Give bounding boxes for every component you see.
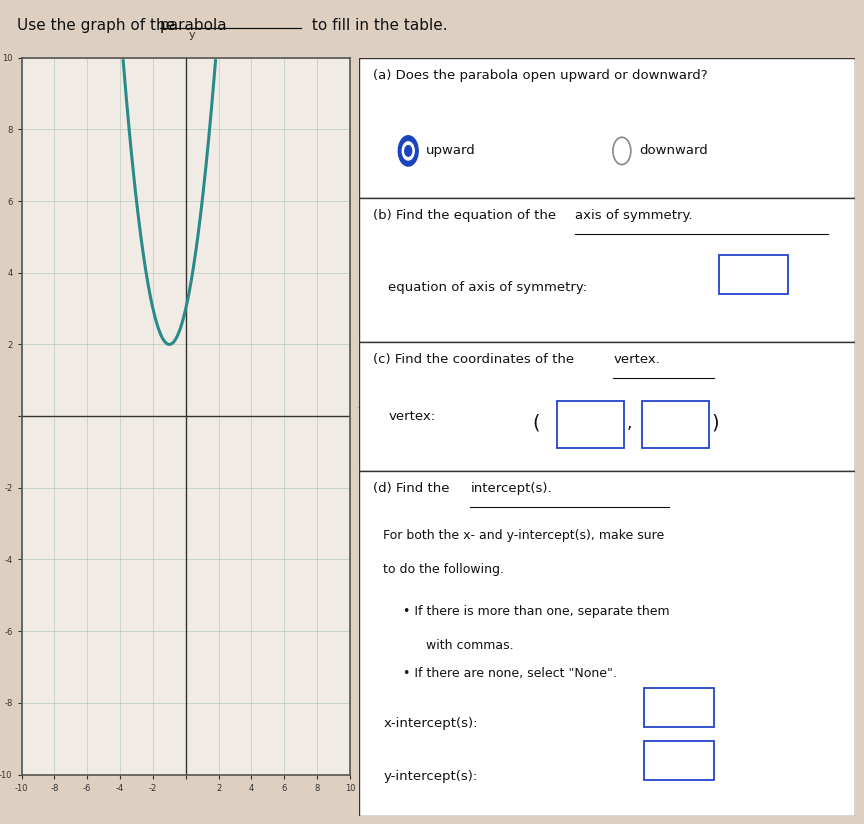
Text: intercept(s).: intercept(s). <box>470 482 552 495</box>
Text: • If there is more than one, separate them: • If there is more than one, separate th… <box>403 605 670 618</box>
Text: (b) Find the equation of the: (b) Find the equation of the <box>373 209 561 222</box>
Bar <box>359 58 855 198</box>
Text: (c) Find the coordinates of the: (c) Find the coordinates of the <box>373 353 579 367</box>
Bar <box>359 342 855 471</box>
Text: x: x <box>358 400 365 410</box>
FancyBboxPatch shape <box>645 741 714 780</box>
Text: (d) Find the: (d) Find the <box>373 482 454 495</box>
Text: For both the x- and y-intercept(s), make sure: For both the x- and y-intercept(s), make… <box>384 529 664 542</box>
Text: axis of symmetry.: axis of symmetry. <box>575 209 692 222</box>
Text: y-intercept(s):: y-intercept(s): <box>384 770 478 784</box>
Text: parabola: parabola <box>160 18 227 33</box>
Text: to fill in the table.: to fill in the table. <box>307 18 448 33</box>
Point <box>664 503 674 513</box>
Text: to do the following.: to do the following. <box>384 564 505 576</box>
Bar <box>359 471 855 816</box>
Text: downward: downward <box>639 144 708 157</box>
Circle shape <box>404 146 412 157</box>
Text: x-intercept(s):: x-intercept(s): <box>384 717 478 730</box>
Circle shape <box>403 142 414 160</box>
FancyBboxPatch shape <box>557 401 625 448</box>
Point <box>708 373 719 383</box>
Text: • If there are none, select "None".: • If there are none, select "None". <box>403 667 617 680</box>
Text: ): ) <box>711 414 719 433</box>
Bar <box>359 198 855 342</box>
Text: upward: upward <box>426 144 475 157</box>
Point <box>823 229 833 239</box>
Text: ,: , <box>627 414 632 432</box>
Text: (: ( <box>532 414 540 433</box>
Text: vertex:: vertex: <box>388 410 435 424</box>
Circle shape <box>398 136 418 166</box>
Text: Use the graph of the: Use the graph of the <box>17 18 181 33</box>
FancyBboxPatch shape <box>719 255 788 294</box>
FancyBboxPatch shape <box>645 688 714 727</box>
Point <box>608 373 619 383</box>
Text: equation of axis of symmetry:: equation of axis of symmetry: <box>388 281 588 294</box>
Point <box>465 503 475 513</box>
Text: vertex.: vertex. <box>613 353 660 367</box>
Text: with commas.: with commas. <box>426 639 513 652</box>
Text: y: y <box>189 30 195 40</box>
Text: (a) Does the parabola open upward or downward?: (a) Does the parabola open upward or dow… <box>373 69 708 82</box>
Point <box>569 229 580 239</box>
FancyBboxPatch shape <box>642 401 708 448</box>
